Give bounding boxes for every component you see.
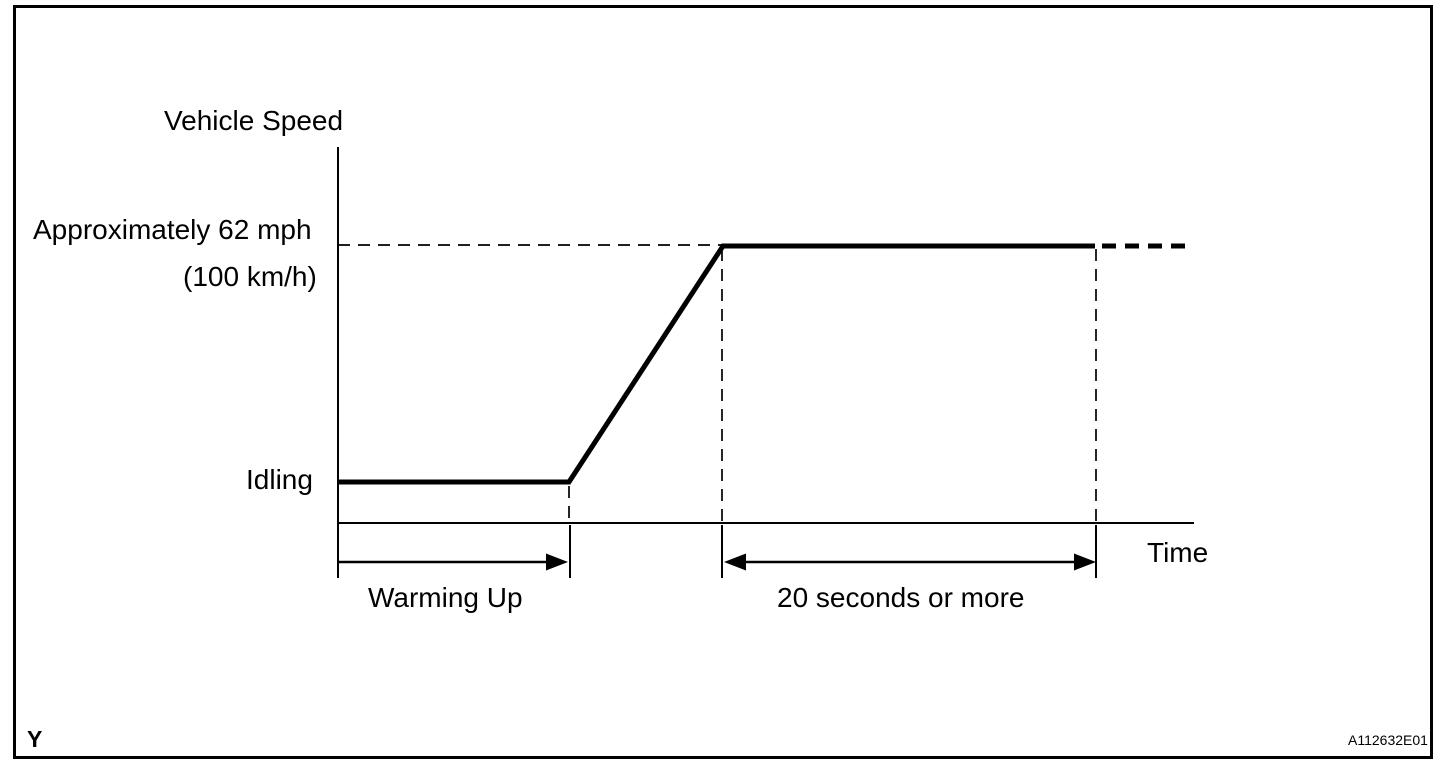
hold-duration-arrowhead-left — [724, 553, 746, 571]
hold-duration-phase-label: 20 seconds or more — [777, 582, 1025, 613]
corner-tag: Y — [27, 726, 43, 752]
target-speed-label-line1: Approximately 62 mph — [33, 214, 312, 245]
idling-level-label: Idling — [246, 464, 313, 495]
figure-border — [13, 5, 1433, 759]
x-axis-label: Time — [1147, 537, 1209, 568]
reference-dashed-lines — [338, 244, 1097, 523]
below-axis-ticks — [569, 525, 1097, 578]
hold-duration-arrowhead-right — [1074, 553, 1096, 571]
y-axis-label: Vehicle Speed — [164, 105, 344, 136]
target-speed-label-line2: (100 km/h) — [183, 261, 317, 292]
speed-curve — [338, 243, 1095, 485]
warming-up-phase-label: Warming Up — [368, 582, 523, 613]
figure-code: A112632E01 — [1348, 732, 1428, 748]
warming-up-arrowhead-right — [546, 553, 568, 571]
